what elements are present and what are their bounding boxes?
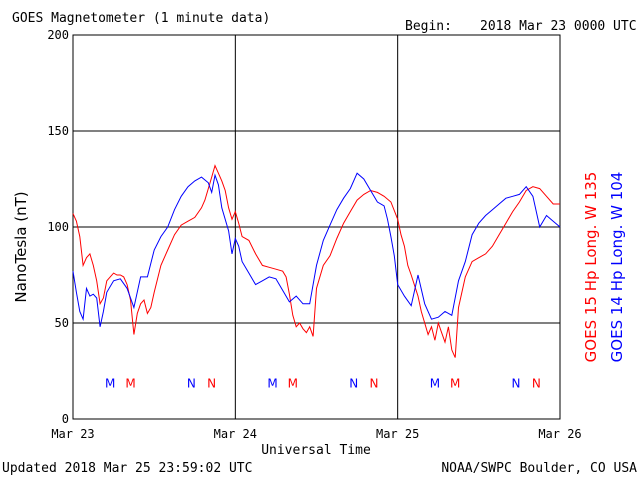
credit-text: NOAA/SWPC Boulder, CO USA <box>441 461 637 476</box>
x-tick-labels: Mar 23 Mar 24 Mar 25 Mar 26 <box>51 427 581 441</box>
event-marker: N <box>349 377 358 391</box>
x-tick-label: Mar 23 <box>51 427 94 441</box>
event-marker: N <box>187 377 196 391</box>
chart-title: GOES Magnetometer (1 minute data) <box>12 11 270 26</box>
series-lines <box>72 164 561 358</box>
event-marker: N <box>512 377 521 391</box>
y-axis-label: NanoTesla (nT) <box>12 191 30 302</box>
event-marker: M <box>450 377 460 391</box>
y-tick-label: 200 <box>47 28 69 42</box>
x-tick-label: Mar 25 <box>376 427 419 441</box>
begin-date: 2018 Mar 23 0000 UTC <box>480 19 637 34</box>
x-tick-label: Mar 26 <box>538 427 581 441</box>
begin-label: Begin: <box>405 19 452 34</box>
event-marker: M <box>267 377 277 391</box>
event-marker: M <box>105 377 115 391</box>
legend-goes14: GOES 14 Hp Long. W 104 <box>608 172 626 363</box>
y-tick-labels: 0 50 100 150 200 <box>47 28 69 426</box>
y-tick-label: 50 <box>55 316 69 330</box>
event-marker: N <box>532 377 541 391</box>
series-line-goes15 <box>72 164 560 358</box>
legend-goes15: GOES 15 Hp Long. W 135 <box>582 172 600 363</box>
event-marker: N <box>370 377 379 391</box>
grid-lines <box>73 35 560 419</box>
series-line-goes14 <box>72 172 561 327</box>
updated-timestamp: Updated 2018 Mar 25 23:59:02 UTC <box>2 461 252 476</box>
event-marker: M <box>288 377 298 391</box>
event-marker: N <box>207 377 216 391</box>
y-tick-label: 100 <box>47 220 69 234</box>
y-tick-label: 0 <box>62 412 69 426</box>
y-tick-label: 150 <box>47 124 69 138</box>
x-tick-label: Mar 24 <box>214 427 257 441</box>
event-marker: M <box>430 377 440 391</box>
event-marker: M <box>125 377 135 391</box>
x-axis-label: Universal Time <box>261 443 371 458</box>
